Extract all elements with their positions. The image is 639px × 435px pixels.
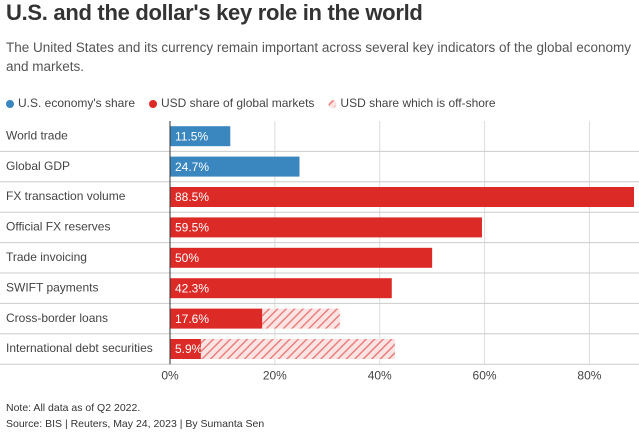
legend-marker — [6, 100, 14, 108]
bar — [170, 187, 634, 207]
note: Note: All data as of Q2 2022. — [6, 402, 140, 414]
bar — [170, 339, 201, 359]
y-tick-label: Official FX reserves — [6, 220, 110, 234]
x-tick-label: 60% — [473, 368, 497, 382]
chart-subtitle: The United States and its currency remai… — [6, 40, 632, 74]
bar — [170, 247, 433, 268]
bar — [170, 217, 482, 238]
x-tick-label: 80% — [577, 368, 601, 382]
y-tick-label: Global GDP — [6, 159, 70, 173]
legend-marker — [149, 100, 158, 108]
source: Source: BIS | Reuters, May 24, 2023 | By… — [6, 418, 264, 430]
bar — [170, 278, 392, 299]
value-label: 24.7% — [175, 160, 209, 174]
legend-label: U.S. economy's share — [18, 96, 135, 110]
bar — [262, 308, 340, 329]
value-label: 42.3% — [175, 281, 209, 295]
chart-title: U.S. and the dollar's key role in the wo… — [6, 0, 423, 25]
y-tick-label: SWIFT payments — [6, 280, 98, 294]
bar — [170, 156, 300, 177]
y-tick-label: International debt securities — [6, 341, 153, 355]
x-tick-label: 20% — [263, 368, 287, 382]
value-label: 5.9% — [175, 342, 203, 356]
y-tick-label: Cross-border loans — [6, 311, 108, 325]
value-label: 59.5% — [175, 221, 209, 235]
y-tick-label: Trade invoicing — [6, 250, 87, 264]
bar — [200, 339, 395, 359]
legend-label: USD share which is off-shore — [340, 96, 496, 110]
x-tick-label: 0% — [161, 368, 179, 382]
bar — [170, 308, 263, 329]
y-tick-label: FX transaction volume — [6, 189, 126, 203]
x-tick-label: 40% — [368, 368, 392, 382]
value-label: 17.6% — [175, 312, 209, 326]
legend-label: USD share of global markets — [161, 96, 314, 110]
value-label: 88.5% — [175, 190, 209, 204]
legend-marker — [328, 100, 337, 108]
bar — [170, 126, 231, 147]
y-tick-label: World trade — [6, 128, 68, 142]
value-label: 11.5% — [175, 129, 208, 143]
value-label: 50% — [175, 251, 199, 265]
